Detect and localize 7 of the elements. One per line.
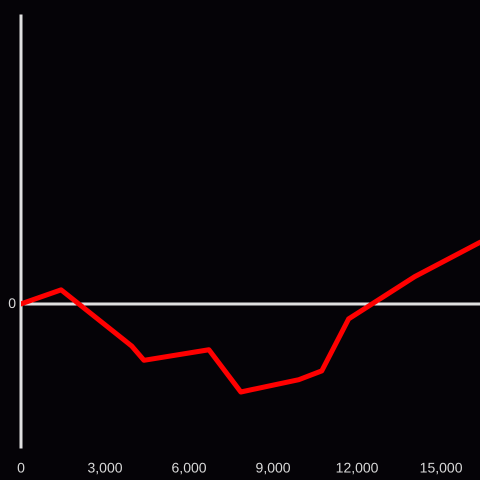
x-tick-label: 3,000 (87, 459, 123, 476)
x-tick-label: 0 (17, 459, 26, 476)
x-tick-label: 15,000 (420, 459, 463, 476)
x-tick-label: 12,000 (336, 459, 379, 476)
x-tick-label: 9,000 (256, 459, 291, 476)
x-tick-label: 6,000 (172, 459, 207, 476)
ref-line-label: 0 (8, 294, 16, 311)
